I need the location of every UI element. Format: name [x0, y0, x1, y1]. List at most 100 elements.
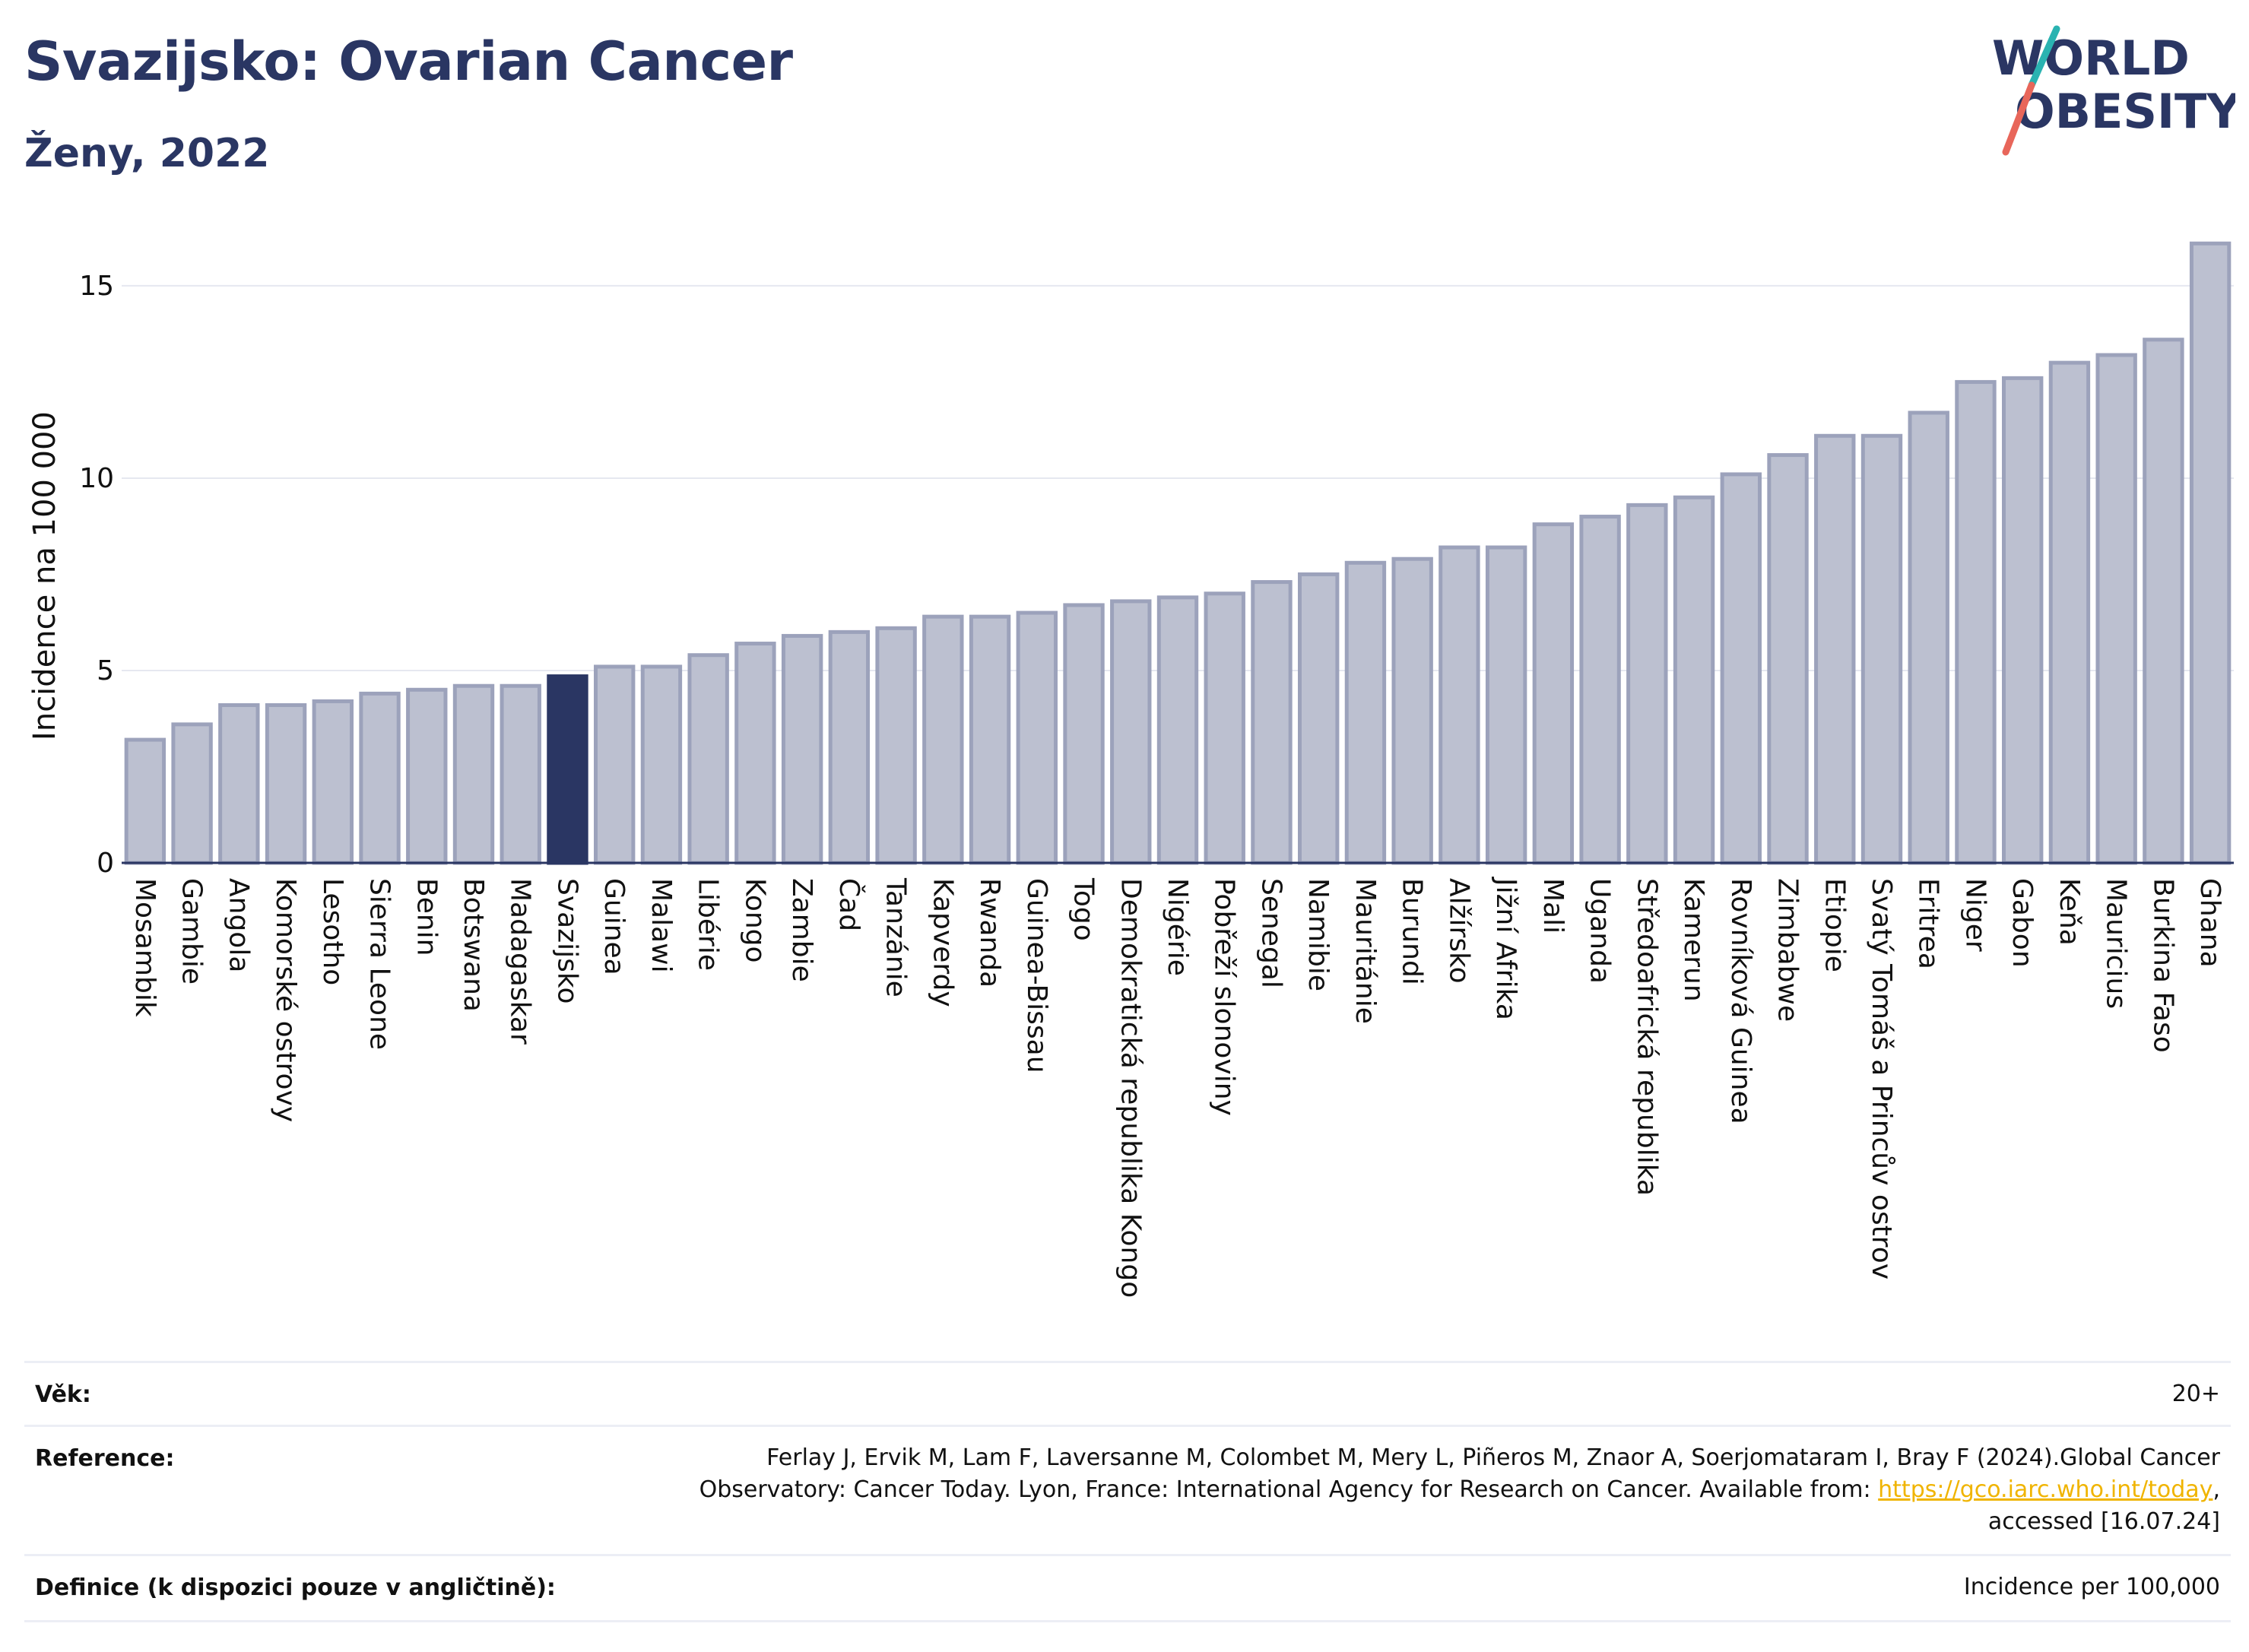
chart-title: Svazijsko: Ovarian Cancer [24, 30, 793, 93]
bar-botswana [452, 683, 495, 865]
x-tick-label: Madagaskar [505, 878, 536, 1045]
x-tick-label: Lesotho [317, 878, 348, 985]
x-tick-label: Uganda [1584, 878, 1616, 984]
bar-ghana [2189, 241, 2232, 865]
x-tick-label: Gabon [2006, 878, 2038, 968]
x-tick-label: Guinea-Bissau [1021, 878, 1052, 1073]
bar-guinea-bissau [1016, 610, 1058, 865]
bar-ke-a [2048, 360, 2091, 865]
x-tick-label: Etiopie [1819, 878, 1850, 972]
definition-label: Definice (k dispozici pouze v angličtině… [35, 1574, 556, 1601]
bar-benin [406, 687, 448, 865]
bar-etiopie [1814, 433, 1856, 865]
bar-senegal [1251, 580, 1293, 865]
x-tick-label: Alžírsko [1443, 878, 1474, 984]
x-tick-label: Sierra Leone [364, 878, 395, 1050]
x-tick-label: Středoafrická republika [1631, 878, 1662, 1196]
y-tick-label: 5 [97, 655, 114, 686]
y-tick-label: 0 [97, 848, 114, 879]
x-tick-label: Mauricius [2101, 878, 2132, 1009]
bar-ji-n-afrika [1485, 545, 1527, 865]
x-tick-label: Mali [1537, 878, 1569, 934]
x-tick-label: Benin [411, 878, 442, 956]
bar--ad [828, 629, 871, 865]
x-tick-label: Svatý Tomáš a Princův ostrov [1866, 878, 1897, 1279]
x-tick-label: Rovníková Guinea [1725, 878, 1756, 1124]
x-tick-label: Mauritánie [1350, 878, 1381, 1024]
x-tick-label: Niger [1959, 878, 1990, 952]
x-tick-label: Keňa [2054, 878, 2085, 946]
x-tick-label: Eritrea [1913, 878, 1944, 969]
reference-line-3: accessed [16.07.24] [1987, 1508, 2220, 1535]
x-tick-label: Botswana [458, 878, 489, 1012]
bar-pob-e-slonoviny [1204, 591, 1245, 865]
bar-gambie [171, 722, 213, 865]
reference-label: Reference: [35, 1445, 175, 1472]
logo-slash-top [2028, 25, 2060, 89]
x-tick-label: Namibie [1302, 878, 1334, 991]
bar-eritrea [1908, 411, 1949, 865]
bar-mosambik [124, 737, 167, 865]
x-tick-label: Senegal [1255, 878, 1286, 988]
reference-row: Reference: Ferlay J, Ervik M, Lam F, Lav… [24, 1425, 2231, 1556]
bar-rwanda [969, 614, 1011, 865]
bar-namibie [1298, 572, 1340, 865]
x-tick-label: Kongo [739, 878, 770, 963]
reference-line-2-text: Observatory: Cancer Today. Lyon, France:… [699, 1476, 1879, 1503]
reference-value: Ferlay J, Ervik M, Lam F, Laversanne M, … [699, 1442, 2220, 1538]
bar-svat-tom-a-princ-v-ostrov [1860, 433, 1903, 865]
bar-lesotho [312, 699, 354, 865]
bar-sierra-leone [359, 691, 401, 865]
x-tick-label: Rwanda [974, 878, 1005, 988]
x-tick-label: Jižní Afrika [1490, 877, 1521, 1020]
bar-niger [1955, 379, 1997, 865]
bar-angola [218, 703, 260, 865]
x-tick-label: Tanzánie [880, 877, 912, 997]
x-tick-label: Čad [833, 878, 865, 931]
x-tick-label: Togo [1068, 877, 1099, 941]
x-tick-label: Zimbabwe [1772, 878, 1803, 1022]
bar-malawi [640, 664, 683, 865]
x-tick-label: Libérie [693, 878, 724, 971]
x-tick-label: Svazijsko [551, 878, 582, 1004]
bar-mauricius [2095, 353, 2137, 865]
age-label: Věk: [35, 1381, 91, 1408]
bar-burkina-faso [2143, 338, 2184, 865]
bar-zimbabwe [1767, 453, 1809, 865]
definition-value: Incidence per 100,000 [1963, 1574, 2220, 1600]
x-tick-label: Mosambik [129, 878, 160, 1017]
bar-nig-rie [1156, 595, 1199, 865]
x-tick-label: Nigérie [1162, 878, 1193, 976]
bar-svazijsko [547, 674, 588, 865]
bar-burundi [1391, 556, 1433, 865]
x-tick-label: Demokratická republika Kongo [1115, 878, 1146, 1298]
logo-text-world: WORLD [1992, 30, 2190, 86]
bar-demokratick-republika-kongo [1110, 599, 1152, 865]
logo-slash-bottom [2002, 81, 2035, 156]
reference-link[interactable]: https://gco.iarc.who.int/today [1878, 1476, 2213, 1503]
bar-guinea [594, 664, 636, 865]
x-tick-label: Burkina Faso [2147, 878, 2178, 1053]
chart-subtitle: Ženy, 2022 [24, 131, 270, 176]
bar-kongo [734, 642, 776, 865]
bar-komorsk-ostrovy [265, 703, 307, 865]
definition-row: Definice (k dispozici pouze v angličtině… [24, 1554, 2231, 1622]
world-obesity-logo: WORLD OBESITY [1992, 25, 2235, 156]
bar-chart: 0 5 10 15 Incidence na 100 000 Mosambik Gambie… [27, 241, 2234, 1298]
logo-text-obesity: OBESITY [2015, 84, 2235, 139]
reference-line-1: Ferlay J, Ervik M, Lam F, Laversanne M, … [766, 1444, 2220, 1471]
x-tick-label: Pobřeží slonoviny [1209, 878, 1240, 1116]
age-row: Věk: 20+ [24, 1361, 2231, 1427]
x-tick-label: Guinea [598, 878, 630, 975]
x-tick-label: Burundi [1397, 878, 1428, 985]
bar-madagaskar [500, 683, 541, 865]
x-tick-label: Gambie [176, 878, 208, 985]
y-tick-label: 10 [79, 463, 114, 494]
bar-uganda [1579, 515, 1621, 865]
reference-line-2: Observatory: Cancer Today. Lyon, France:… [699, 1474, 2220, 1506]
bar-lib-rie [687, 653, 729, 865]
age-value: 20+ [2171, 1381, 2220, 1407]
x-tick-label: Zambie [786, 878, 817, 982]
bar-st-edoafrick-republika [1626, 503, 1668, 865]
x-tick-label: Komorské ostrovy [270, 878, 301, 1122]
